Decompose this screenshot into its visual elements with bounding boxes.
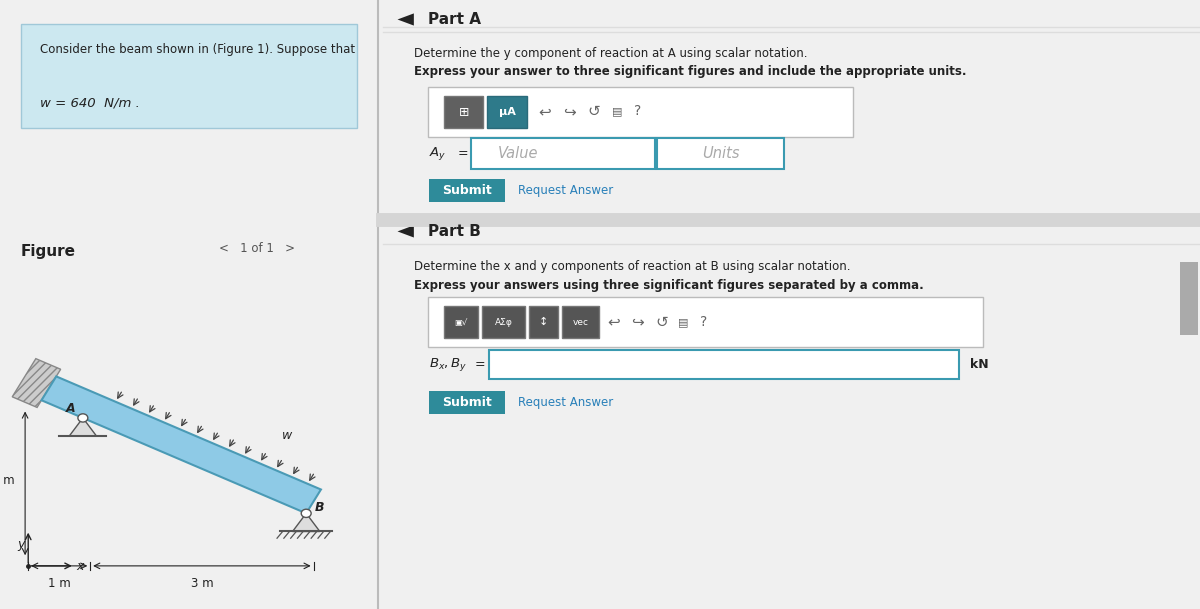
Polygon shape bbox=[397, 13, 414, 26]
Text: Submit: Submit bbox=[442, 184, 492, 197]
Text: ↩: ↩ bbox=[607, 315, 620, 329]
Text: x: x bbox=[77, 560, 84, 573]
FancyBboxPatch shape bbox=[427, 87, 853, 137]
Text: 3 m: 3 m bbox=[0, 474, 14, 487]
Text: Determine the x and y components of reaction at B using scalar notation.: Determine the x and y components of reac… bbox=[414, 260, 851, 273]
Text: Figure: Figure bbox=[20, 244, 76, 259]
FancyBboxPatch shape bbox=[472, 138, 655, 169]
Text: y: y bbox=[17, 538, 24, 551]
FancyBboxPatch shape bbox=[1180, 262, 1198, 335]
Text: ↪: ↪ bbox=[563, 104, 576, 119]
Circle shape bbox=[301, 509, 311, 518]
Text: $A_y$: $A_y$ bbox=[430, 145, 446, 162]
Text: Request Answer: Request Answer bbox=[517, 184, 613, 197]
Text: w = 640  N/m .: w = 640 N/m . bbox=[40, 97, 139, 110]
FancyBboxPatch shape bbox=[529, 306, 558, 338]
Text: $B_x, B_y$: $B_x, B_y$ bbox=[430, 356, 468, 373]
Text: ?: ? bbox=[701, 315, 708, 329]
Text: kN: kN bbox=[970, 357, 988, 371]
Text: ↪: ↪ bbox=[631, 315, 644, 329]
Text: AΣφ: AΣφ bbox=[494, 318, 512, 326]
Text: Express your answers using three significant figures separated by a comma.: Express your answers using three signifi… bbox=[414, 278, 924, 292]
Circle shape bbox=[78, 414, 88, 422]
Polygon shape bbox=[70, 418, 96, 436]
Text: Consider the beam shown in (Figure 1). Suppose that: Consider the beam shown in (Figure 1). S… bbox=[40, 43, 355, 55]
Text: μA: μA bbox=[498, 107, 516, 117]
Text: w: w bbox=[282, 429, 292, 442]
Text: ▤: ▤ bbox=[678, 317, 689, 327]
FancyBboxPatch shape bbox=[444, 96, 484, 128]
FancyBboxPatch shape bbox=[430, 391, 504, 414]
Text: ↺: ↺ bbox=[587, 104, 600, 119]
Text: Part A: Part A bbox=[427, 12, 481, 27]
Text: ↕: ↕ bbox=[539, 317, 547, 327]
Text: Units: Units bbox=[702, 146, 740, 161]
Text: Express your answer to three significant figures and include the appropriate uni: Express your answer to three significant… bbox=[414, 65, 966, 79]
FancyBboxPatch shape bbox=[658, 138, 784, 169]
Text: =: = bbox=[474, 357, 485, 371]
Text: Value: Value bbox=[497, 146, 538, 161]
Text: Part B: Part B bbox=[427, 224, 481, 239]
Text: ▤: ▤ bbox=[612, 107, 623, 116]
Text: B: B bbox=[314, 501, 324, 514]
FancyBboxPatch shape bbox=[487, 96, 527, 128]
FancyBboxPatch shape bbox=[562, 306, 599, 338]
Polygon shape bbox=[293, 513, 320, 532]
FancyBboxPatch shape bbox=[482, 306, 524, 338]
FancyBboxPatch shape bbox=[444, 306, 479, 338]
Text: <   1 of 1   >: < 1 of 1 > bbox=[220, 242, 295, 255]
Text: vec: vec bbox=[572, 318, 588, 326]
FancyBboxPatch shape bbox=[20, 24, 358, 128]
Text: 3 m: 3 m bbox=[191, 577, 214, 590]
FancyBboxPatch shape bbox=[430, 179, 504, 202]
Polygon shape bbox=[42, 376, 320, 513]
FancyBboxPatch shape bbox=[427, 297, 984, 347]
Text: =: = bbox=[458, 147, 469, 160]
Text: ▣√: ▣√ bbox=[455, 318, 468, 326]
Text: Submit: Submit bbox=[442, 396, 492, 409]
Polygon shape bbox=[12, 359, 61, 407]
Text: Request Answer: Request Answer bbox=[517, 396, 613, 409]
Text: ?: ? bbox=[634, 105, 641, 118]
Text: ⊞: ⊞ bbox=[458, 105, 469, 119]
Text: ↺: ↺ bbox=[655, 315, 668, 329]
FancyBboxPatch shape bbox=[490, 350, 959, 379]
Polygon shape bbox=[397, 225, 414, 238]
Text: A: A bbox=[66, 402, 76, 415]
Text: ↩: ↩ bbox=[539, 104, 551, 119]
Text: 1 m: 1 m bbox=[48, 577, 71, 590]
Text: Determine the y component of reaction at A using scalar notation.: Determine the y component of reaction at… bbox=[414, 47, 808, 60]
